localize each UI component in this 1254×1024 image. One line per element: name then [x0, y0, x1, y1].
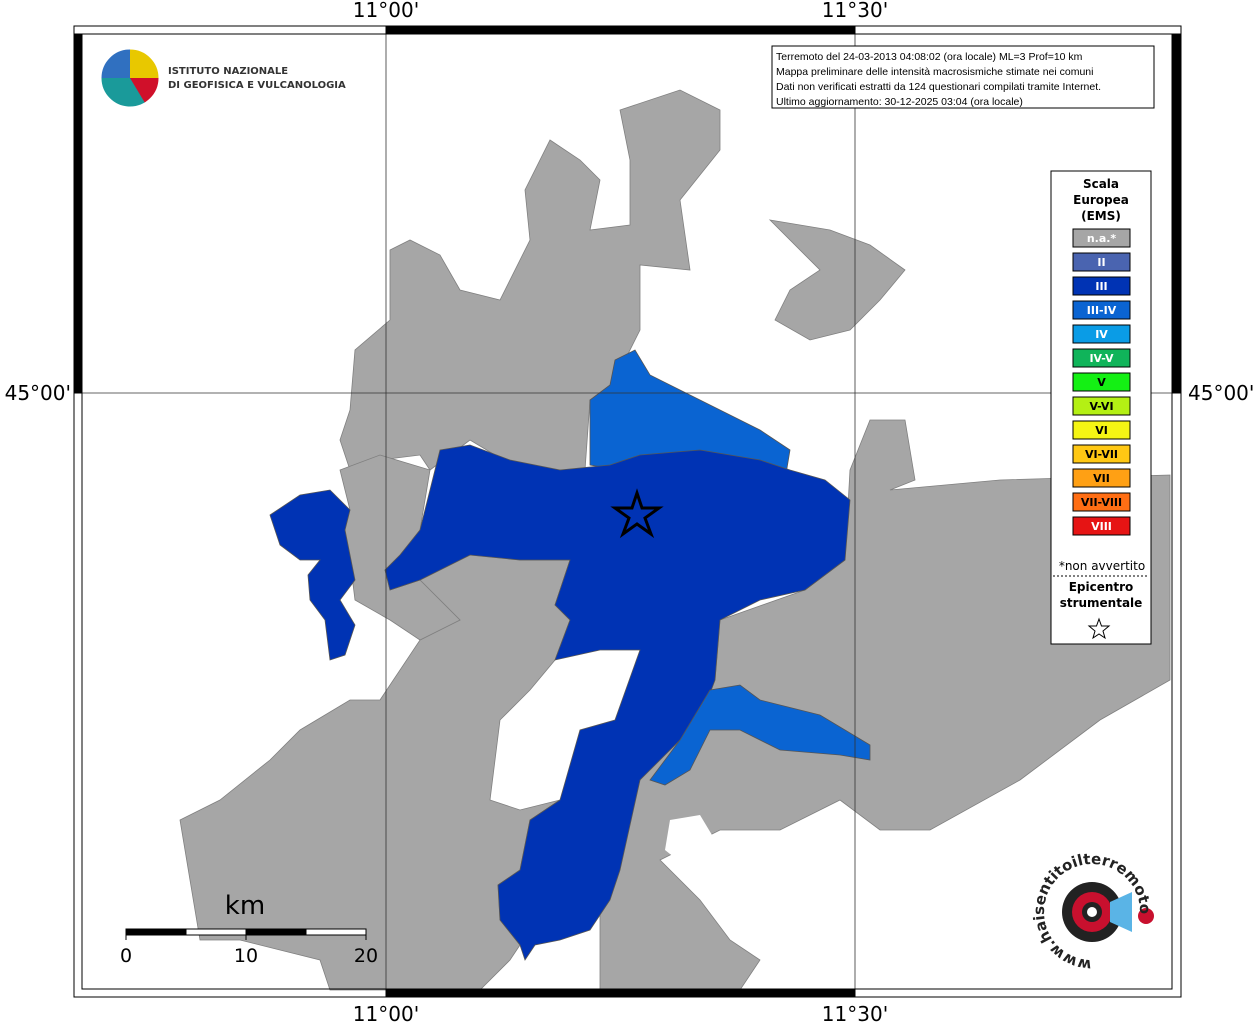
area-empty: [665, 815, 715, 880]
legend-swatch: [1072, 228, 1131, 248]
scale-label: 10: [234, 945, 258, 967]
area-gray: [179, 554, 571, 991]
legend-swatch: [1072, 300, 1131, 320]
legend-swatch: [1072, 252, 1131, 272]
logo-text: ISTITUTO NAZIONALE: [168, 66, 288, 77]
legend-label: VII-VIII: [1081, 496, 1122, 509]
legend-title: (EMS): [1081, 209, 1121, 223]
scale-segment: [245, 928, 307, 936]
legend-swatch: [1072, 420, 1131, 440]
info-box: [771, 45, 1155, 109]
legend-label: V-VI: [1089, 400, 1113, 413]
legend-swatch: [1072, 372, 1131, 392]
legend-title: Scala: [1083, 177, 1119, 191]
legend-swatch: [1072, 348, 1131, 368]
legend-swatch: [1072, 396, 1131, 416]
epicenter-star: [610, 488, 664, 539]
legend-swatch: [1072, 444, 1131, 464]
legend-swatch: [1072, 468, 1131, 488]
scale-label: 0: [120, 945, 132, 967]
info-text: Terremoto del 24-03-2013 04:08:02 (ora l…: [776, 51, 1101, 108]
legend-label: IV: [1095, 328, 1108, 341]
scale-bar: km 0 10 20: [120, 891, 378, 967]
legend-swatch: [1072, 516, 1131, 536]
lat-label: 45°00': [5, 381, 71, 405]
legend-label: V: [1097, 376, 1106, 389]
logo-text: DI GEOFISICA E VULCANOLOGIA: [168, 80, 346, 91]
legend-note: *non avvertito: [1059, 559, 1145, 573]
legend-label: III: [1095, 280, 1107, 293]
logo: ISTITUTO NAZIONALE DI GEOFISICA E VULCAN…: [100, 48, 346, 108]
legend-epicenter: strumentale: [1060, 596, 1143, 610]
municipalities: [179, 89, 1171, 991]
scale-segment: [125, 928, 187, 936]
legend-label: VII: [1093, 472, 1110, 485]
lon-label: 11°00': [353, 0, 419, 22]
lon-label: 11°30': [822, 1002, 888, 1024]
scale-label: 20: [354, 945, 378, 967]
legend-epicenter: Epicentro: [1069, 580, 1134, 594]
area-gray: [768, 219, 906, 341]
info-line: Dati non verificati estratti da 124 ques…: [776, 81, 1101, 93]
lat-label: 45°00': [1188, 381, 1254, 405]
legend-swatch: [1072, 276, 1131, 296]
area-iii-iv: [649, 684, 871, 786]
legend-label: VIII: [1091, 520, 1112, 533]
legend-label: IV-V: [1089, 352, 1114, 365]
scale-segment: [305, 928, 367, 936]
area-iii: [384, 444, 851, 961]
scale-segment: [185, 928, 247, 936]
lon-label: 11°30': [822, 0, 888, 22]
legend-label: III-IV: [1087, 304, 1117, 317]
legend-label: VI: [1095, 424, 1108, 437]
info-line: Mappa preliminare delle intensità macros…: [776, 66, 1093, 78]
legend-label: n.a.*: [1087, 232, 1117, 245]
area-iii: [269, 489, 356, 661]
legend-swatch: [1072, 492, 1131, 512]
info-line: Ultimo aggiornamento: 30-12-2025 03:04 (…: [776, 96, 1023, 108]
legend-swatch: [1072, 324, 1131, 344]
legend-title: Europea: [1073, 193, 1129, 207]
legend-star: [1087, 617, 1111, 640]
scale-unit: km: [225, 891, 265, 921]
lon-label: 11°00': [353, 1002, 419, 1024]
legend-label: VI-VII: [1085, 448, 1118, 461]
legend-label: II: [1097, 256, 1105, 269]
legend: ScalaEuropea(EMS)n.a.*IIIIIIII-IVIVIV-VV…: [1053, 177, 1149, 640]
info-line: Terremoto del 24-03-2013 04:08:02 (ora l…: [776, 51, 1083, 63]
frame: [73, 25, 1182, 998]
